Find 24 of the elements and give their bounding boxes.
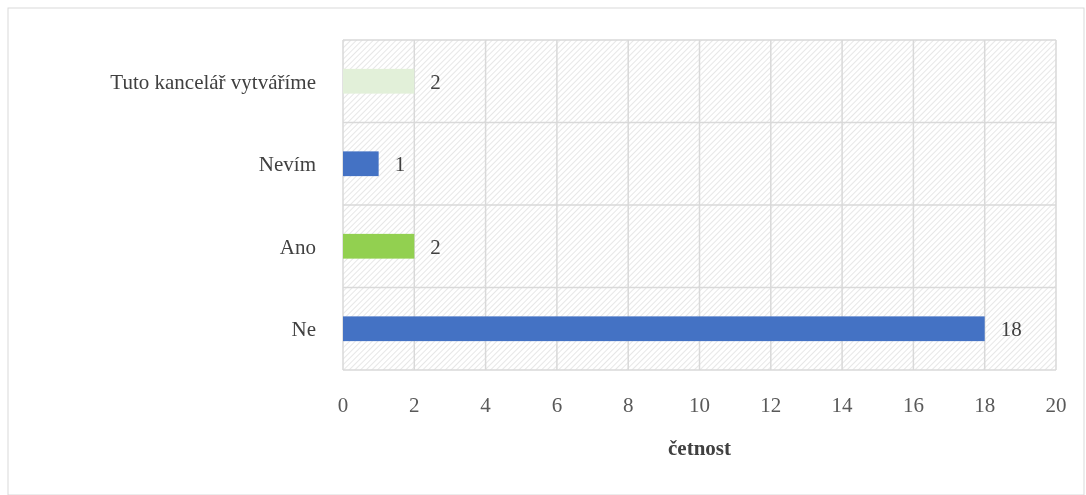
data-label: 2 xyxy=(430,69,441,94)
x-tick-label: 20 xyxy=(1045,393,1067,417)
x-tick-label: 16 xyxy=(902,393,924,417)
y-tick-label: Ano xyxy=(279,234,316,259)
y-tick-label: Ne xyxy=(291,317,316,342)
y-tick-label: Nevím xyxy=(258,152,316,177)
y-tick-label: Tuto kancelář vytváříme xyxy=(110,69,316,94)
x-tick-label: 2 xyxy=(409,393,420,417)
x-tick-label: 10 xyxy=(689,393,710,417)
x-tick-label: 14 xyxy=(831,393,854,417)
x-axis-title: četnost xyxy=(668,436,731,460)
bar xyxy=(343,316,985,342)
bar xyxy=(343,151,379,177)
data-label: 2 xyxy=(430,234,441,259)
x-tick-label: 6 xyxy=(551,393,563,417)
x-tick-label: 8 xyxy=(622,393,634,417)
data-label: 1 xyxy=(394,152,406,177)
x-tick-label: 4 xyxy=(480,393,492,417)
bar xyxy=(343,68,415,94)
data-label: 18 xyxy=(1000,317,1022,342)
x-tick-label: 12 xyxy=(760,393,782,417)
bar xyxy=(343,233,415,259)
x-tick-label: 18 xyxy=(974,393,996,417)
x-tick-label: 0 xyxy=(337,393,349,417)
